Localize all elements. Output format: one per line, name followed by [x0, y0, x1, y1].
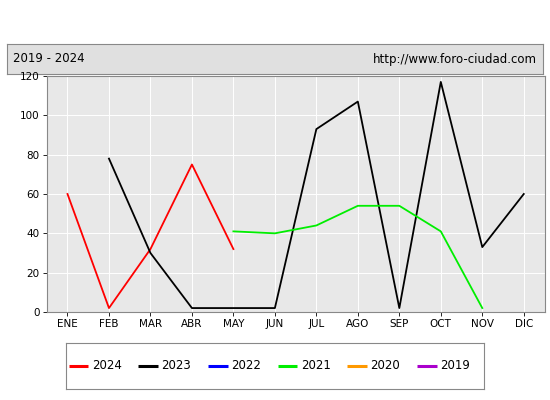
Text: 2022: 2022: [231, 359, 261, 372]
Text: Evolucion Nº Turistas Nacionales en el municipio de Fresneda de la Sierra: Evolucion Nº Turistas Nacionales en el m…: [30, 15, 520, 28]
Text: 2021: 2021: [301, 359, 331, 372]
Text: 2019 - 2024: 2019 - 2024: [13, 52, 85, 66]
Text: 2024: 2024: [92, 359, 122, 372]
Text: http://www.foro-ciudad.com: http://www.foro-ciudad.com: [373, 52, 537, 66]
Text: 2020: 2020: [371, 359, 400, 372]
Text: 2019: 2019: [440, 359, 470, 372]
Text: 2023: 2023: [162, 359, 191, 372]
